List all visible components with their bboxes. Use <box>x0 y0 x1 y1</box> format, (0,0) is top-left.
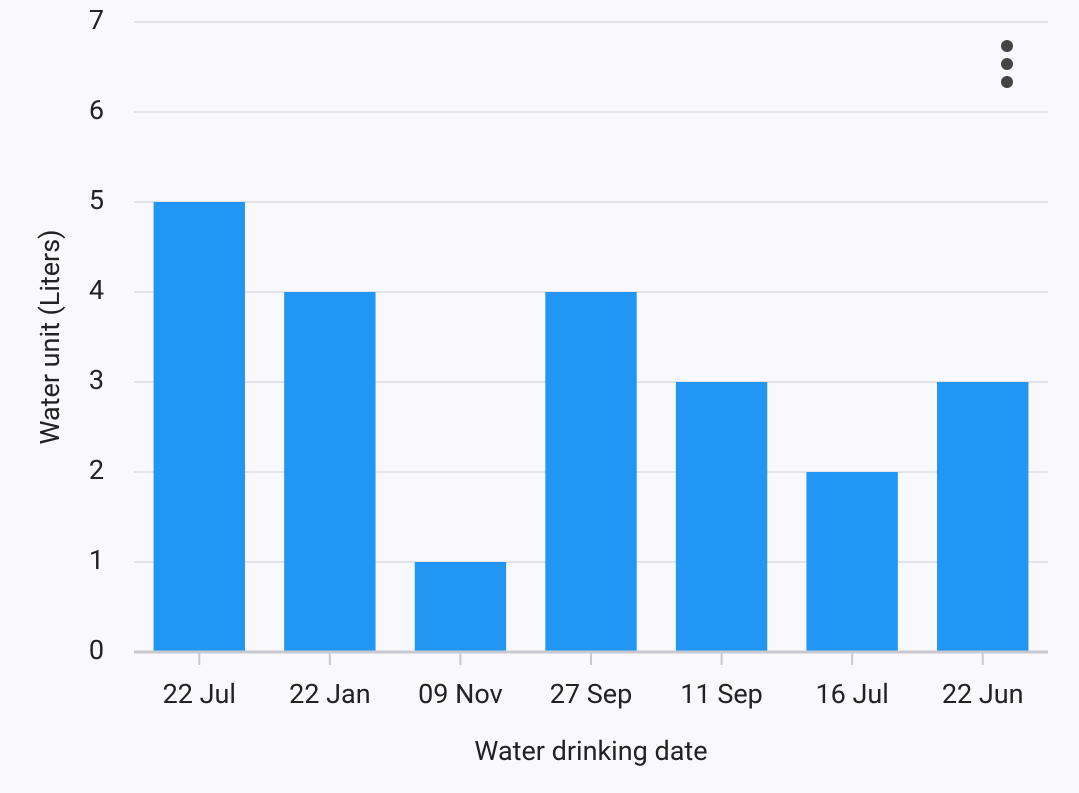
menu-dot[interactable] <box>1001 58 1013 70</box>
y-tick-label: 5 <box>89 184 104 216</box>
x-tick-label: 16 Jul <box>815 678 888 710</box>
bar <box>937 382 1029 652</box>
y-tick-label: 1 <box>89 544 104 576</box>
y-tick-label: 6 <box>89 94 104 126</box>
x-tick-label: 11 Sep <box>680 678 763 710</box>
x-axis-title: Water drinking date <box>474 735 707 767</box>
x-tick-label: 22 Jun <box>942 678 1024 710</box>
x-tick-label: 27 Sep <box>550 678 633 710</box>
y-tick-label: 3 <box>89 364 104 396</box>
x-tick-label: 09 Nov <box>418 678 503 710</box>
y-axis-title: Water unit (Liters) <box>34 229 66 444</box>
y-tick-label: 4 <box>89 274 104 306</box>
bar <box>284 292 376 652</box>
y-tick-label: 0 <box>89 634 104 666</box>
bar <box>153 202 245 652</box>
menu-button[interactable] <box>1001 40 1013 88</box>
bar <box>545 292 637 652</box>
y-tick-label: 2 <box>89 454 104 486</box>
x-tick-label: 22 Jan <box>289 678 371 710</box>
bar <box>806 472 898 652</box>
bar <box>414 562 507 652</box>
menu-dot[interactable] <box>1001 76 1013 88</box>
x-tick-label: 22 Jul <box>163 678 236 710</box>
y-tick-label: 7 <box>89 4 104 36</box>
menu-dot[interactable] <box>1001 40 1013 52</box>
bar <box>675 382 768 652</box>
